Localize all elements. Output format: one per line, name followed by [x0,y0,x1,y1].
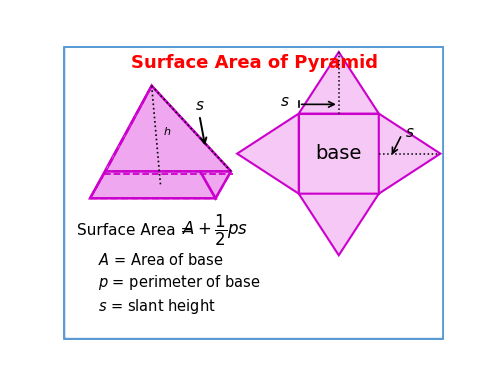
Text: $p$ = perimeter of base: $p$ = perimeter of base [98,274,260,293]
FancyBboxPatch shape [64,47,444,339]
Text: $A+\dfrac{1}{2}ps$: $A+\dfrac{1}{2}ps$ [183,213,248,248]
Polygon shape [298,194,379,255]
Polygon shape [151,86,231,198]
Text: base: base [316,144,362,163]
Polygon shape [379,113,441,194]
Text: $A$ = Area of base: $A$ = Area of base [98,252,224,268]
Text: Surface Area of Pyramid: Surface Area of Pyramid [131,54,378,72]
Text: h: h [163,126,171,136]
Polygon shape [237,113,298,194]
Text: $s$ = slant height: $s$ = slant height [98,296,215,316]
Text: s: s [196,99,203,113]
Polygon shape [298,113,379,194]
Text: Surface Area =: Surface Area = [77,223,198,238]
Text: s: s [406,125,414,139]
Polygon shape [298,52,379,113]
Polygon shape [90,86,151,198]
Text: s: s [281,94,289,109]
Polygon shape [105,86,231,172]
Polygon shape [90,86,216,198]
